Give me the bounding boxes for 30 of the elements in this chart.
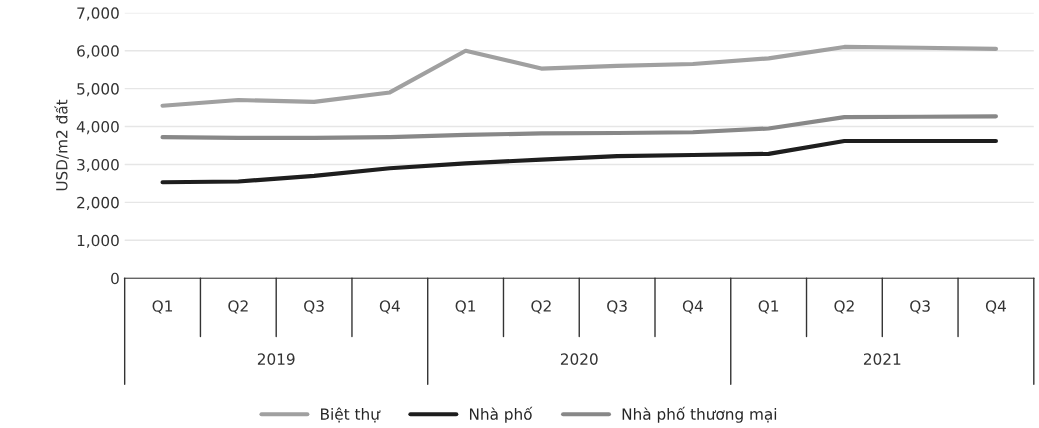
x-tick-label: Q2 <box>531 300 551 314</box>
y-tick-label: 0 <box>111 272 119 285</box>
line-series <box>160 138 999 185</box>
y-tick-label: 6,000 <box>77 45 119 59</box>
text: 2020 <box>560 353 598 365</box>
line-series <box>160 114 999 141</box>
y-tick-label: 2,000 <box>77 196 119 210</box>
x-tick-label: Q1 <box>152 300 173 314</box>
line-series <box>160 44 999 108</box>
x-tick-label: Q3 <box>607 300 627 314</box>
legend-label: Nhà phố thương mại <box>622 406 777 423</box>
y-tick-label: 1,000 <box>77 234 119 248</box>
y-tick-label: 4,000 <box>76 121 119 135</box>
text: 2021 <box>863 353 901 365</box>
x-tick-label: Q2 <box>834 300 854 314</box>
legend-label: Nhà phố <box>469 406 533 423</box>
y-axis-title: USD/m2 đất <box>54 99 69 191</box>
x-tick-label: Q1 <box>758 300 779 314</box>
x-tick-label: Q4 <box>985 300 1006 314</box>
x-tick-label: Q4 <box>682 300 703 314</box>
y-tick-label: 3,000 <box>77 158 119 173</box>
y-tick-label: 7,000 <box>77 7 119 21</box>
x-tick-label: Q3 <box>910 300 930 314</box>
x-tick-label: Q1 <box>455 300 476 314</box>
x-tick-label: Q4 <box>379 300 400 314</box>
x-tick-label: Q3 <box>304 300 324 314</box>
text: 2019 <box>257 353 295 365</box>
legend-label: Biệt thự <box>321 407 381 423</box>
y-tick-label: 5,000 <box>77 83 119 97</box>
x-tick-label: Q2 <box>228 300 248 314</box>
